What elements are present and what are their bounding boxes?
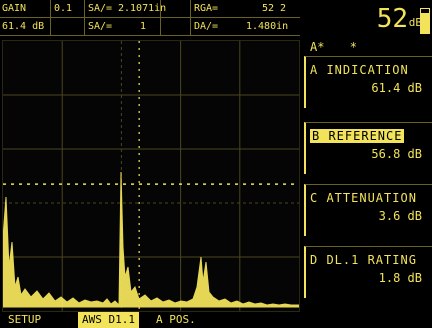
readout-d-label: DA/= (194, 21, 219, 32)
readout-b-value: 52 2 (262, 3, 287, 14)
status-bar: GAIN 0.1 SA/= 2.1071in RGA= 52 2 61.4 dB… (0, 0, 300, 36)
menu-item-label: B REFERENCE (310, 129, 405, 143)
gain-display: 52 dB (304, 2, 432, 38)
cursor-marker-b: * (349, 40, 357, 54)
menu-item-value: 1.8 dB (378, 271, 422, 285)
ascan-display[interactable] (2, 40, 300, 312)
menu-item-label: D DL.1 RATING (310, 253, 417, 267)
readout-a-label: SA/= (88, 3, 113, 14)
gain-readout: 61.4 dB (2, 21, 45, 32)
ascan-trace (3, 171, 299, 308)
menu-item-value: 3.6 dB (378, 209, 422, 223)
menu-item-value: 56.8 dB (371, 147, 422, 161)
readout-c-value: 1 (140, 21, 147, 32)
cursor-markers: A* * (304, 40, 432, 54)
gain-value: 52 (376, 4, 408, 34)
tab-a-pos[interactable]: A POS. (156, 313, 196, 326)
menu-item-label: A INDICATION (310, 63, 409, 77)
tab-aws-d1-1[interactable]: AWS D1.1 (78, 312, 139, 328)
right-panel: 52 dB A* * A INDICATION 61.4 dB B REFERE… (304, 0, 432, 310)
bottom-menu-bar: SETUP AWS D1.1 A POS. (0, 312, 432, 328)
readout-b-label: RGA= (194, 3, 219, 14)
readout-a-value: 2.1071in (118, 3, 167, 14)
gain-unit: dB (408, 16, 422, 29)
gain-label: GAIN (2, 3, 27, 14)
menu-item-dl-rating[interactable]: D DL.1 RATING 1.8 dB (304, 246, 432, 298)
menu-item-reference[interactable]: B REFERENCE 56.8 dB (304, 122, 432, 174)
menu-item-label: C ATTENUATION (310, 191, 417, 205)
readout-d-value: 1.480in (246, 21, 289, 32)
menu-item-attenuation[interactable]: C ATTENUATION 3.6 dB (304, 184, 432, 236)
ascan-waveform (3, 41, 299, 311)
cursor-marker-a: A* (310, 40, 325, 54)
gain-step: 0.1 (54, 3, 73, 14)
menu-item-value: 61.4 dB (371, 81, 422, 95)
tab-setup[interactable]: SETUP (8, 313, 42, 326)
menu-item-indication[interactable]: A INDICATION 61.4 dB (304, 56, 432, 108)
readout-c-label: SA/= (88, 21, 113, 32)
gain-level-bar (420, 8, 430, 34)
gain-level-fill (421, 12, 429, 33)
